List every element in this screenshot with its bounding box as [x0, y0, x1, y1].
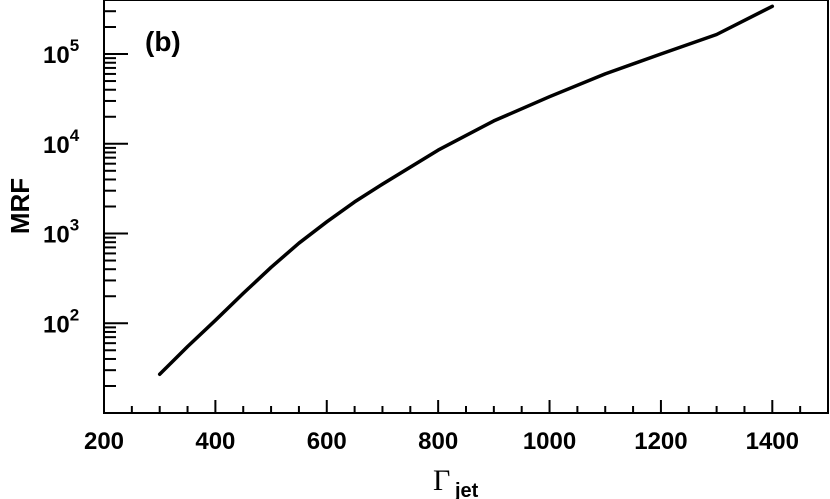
y-tick-label-base: 10 [43, 311, 70, 338]
y-tick-label-exponent: 2 [70, 305, 79, 324]
y-tick-label: 104 [43, 126, 80, 159]
panel-label: (b) [145, 26, 181, 57]
x-axis-label-symbol: Γ [433, 464, 450, 497]
x-tick-label: 1400 [746, 428, 799, 455]
x-axis-label-subscript: jet [454, 480, 479, 499]
y-tick-label-base: 10 [43, 42, 70, 69]
y-tick-label-exponent: 3 [70, 216, 79, 235]
y-axis-label: MRF [5, 178, 35, 234]
x-tick-label: 400 [195, 428, 235, 455]
y-tick-label: 103 [43, 216, 79, 249]
y-tick-label: 102 [43, 305, 79, 338]
x-tick-label: 200 [84, 428, 124, 455]
x-axis-ticks [103, 400, 829, 413]
mrf-curve [157, 4, 775, 377]
y-tick-label-exponent: 4 [70, 126, 80, 145]
y-tick-label-base: 10 [43, 222, 70, 249]
x-tick-label: 600 [307, 428, 347, 455]
x-tick-label: 1000 [523, 428, 576, 455]
y-axis-ticks [104, 0, 128, 414]
y-tick-label-base: 10 [43, 132, 70, 159]
plot-frame [103, 0, 829, 414]
x-tick-label: 800 [418, 428, 458, 455]
x-axis-tick-labels: 200 400 600 800 1000 1200 1400 [84, 428, 799, 455]
y-tick-label: 105 [43, 36, 79, 69]
x-tick-label: 1200 [634, 428, 687, 455]
y-tick-label-exponent: 5 [70, 36, 79, 55]
x-axis-label: Γ jet [433, 464, 479, 499]
